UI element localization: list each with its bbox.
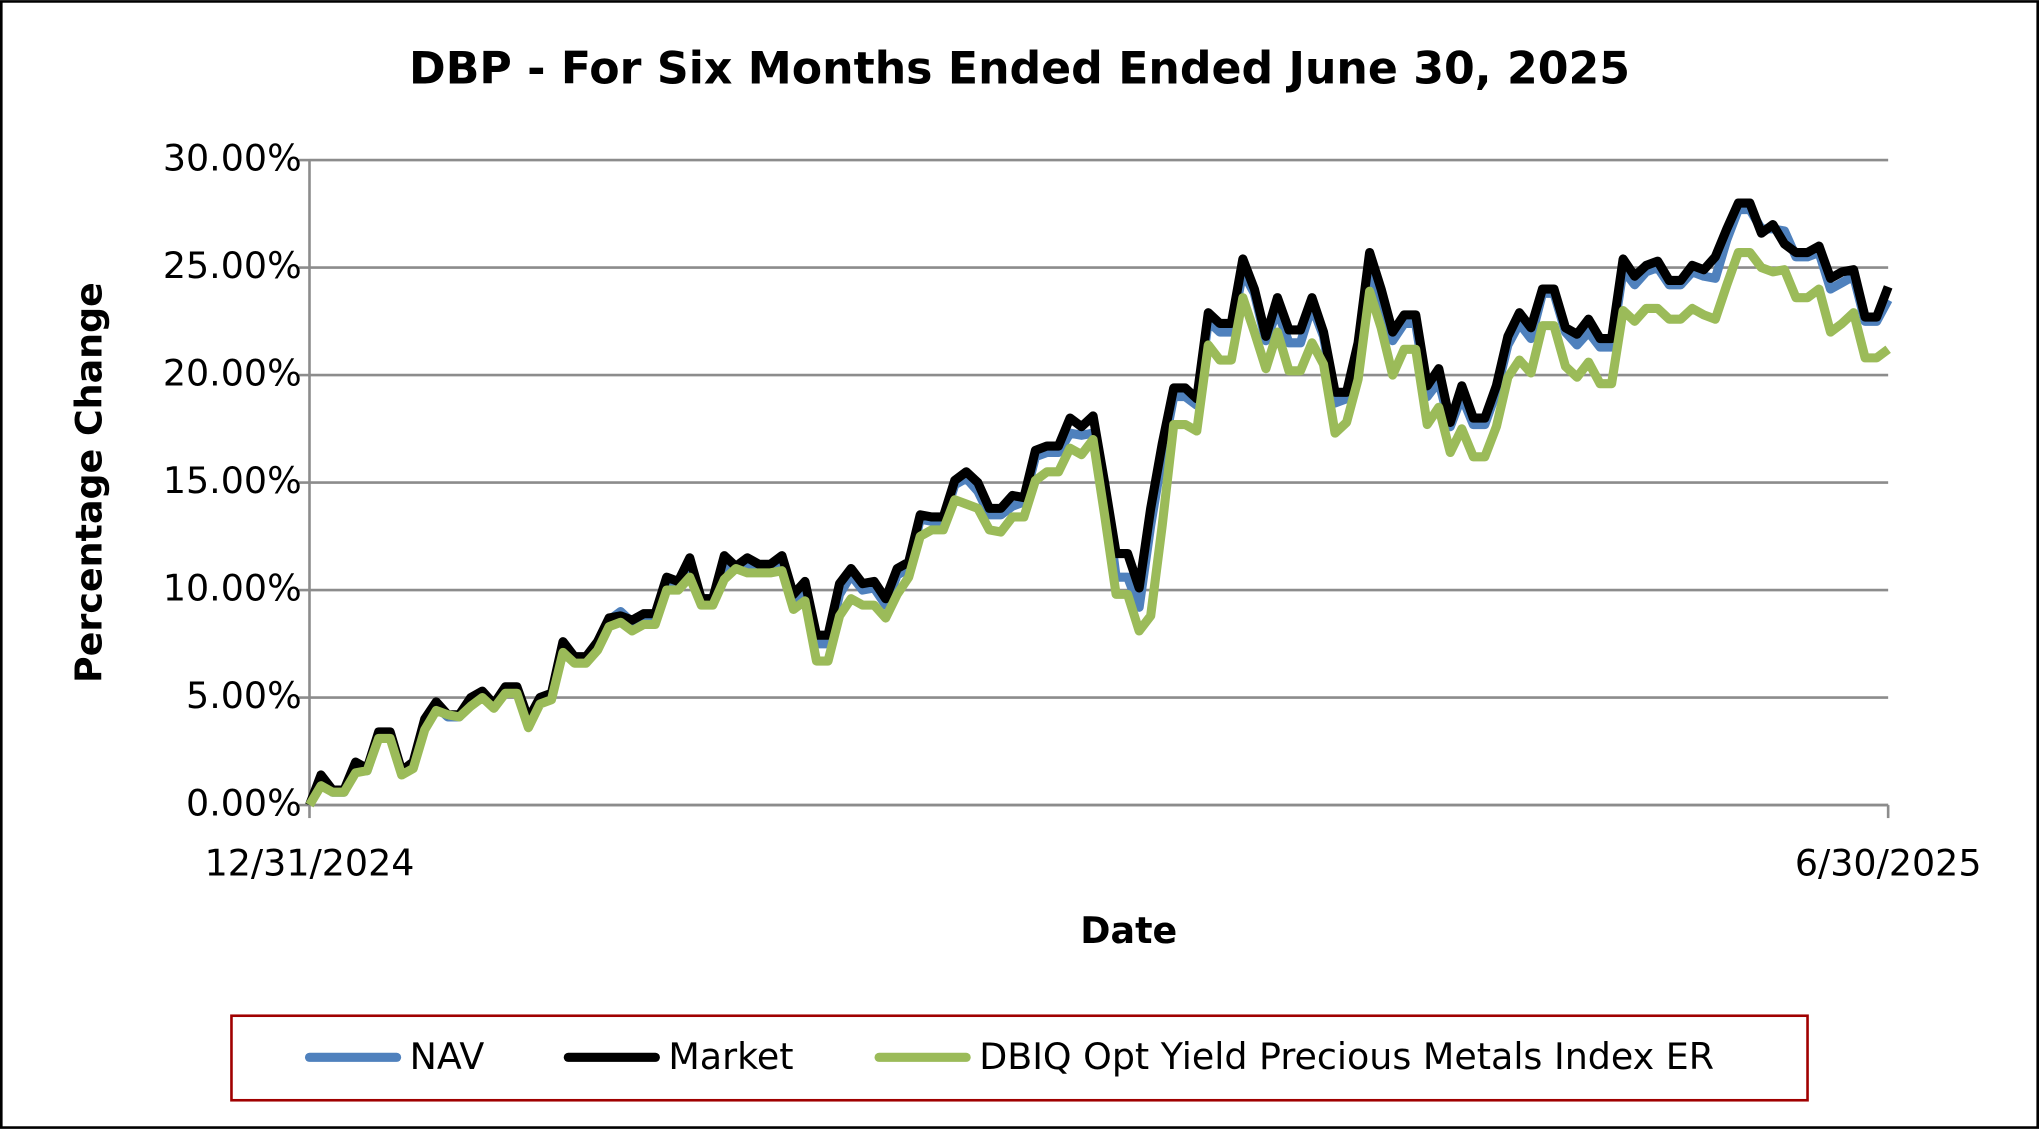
legend-label: NAV xyxy=(410,1035,485,1078)
series-line xyxy=(305,247,1891,808)
legend-label: Market xyxy=(668,1035,793,1078)
legend-box xyxy=(230,1014,1809,1102)
y-tick-label: 5.00% xyxy=(186,674,302,717)
y-axis-title: Percentage Change xyxy=(68,282,111,683)
x-tick-label: 12/31/2024 xyxy=(205,841,415,884)
y-tick-label: 10.00% xyxy=(163,567,302,610)
y-tick-label: 15.00% xyxy=(163,459,302,502)
legend-label: DBIQ Opt Yield Precious Metals Index ER xyxy=(979,1035,1714,1078)
x-tick-label: 6/30/2025 xyxy=(1795,841,1982,884)
x-axis-title: Date xyxy=(1080,909,1177,952)
y-tick-label: 20.00% xyxy=(163,352,302,395)
y-tick-label: 25.00% xyxy=(163,244,302,287)
y-tick-label: 30.00% xyxy=(163,137,302,180)
chart-title: DBP - For Six Months Ended Ended June 30… xyxy=(409,44,1630,95)
y-tick-label: 0.00% xyxy=(186,782,302,825)
